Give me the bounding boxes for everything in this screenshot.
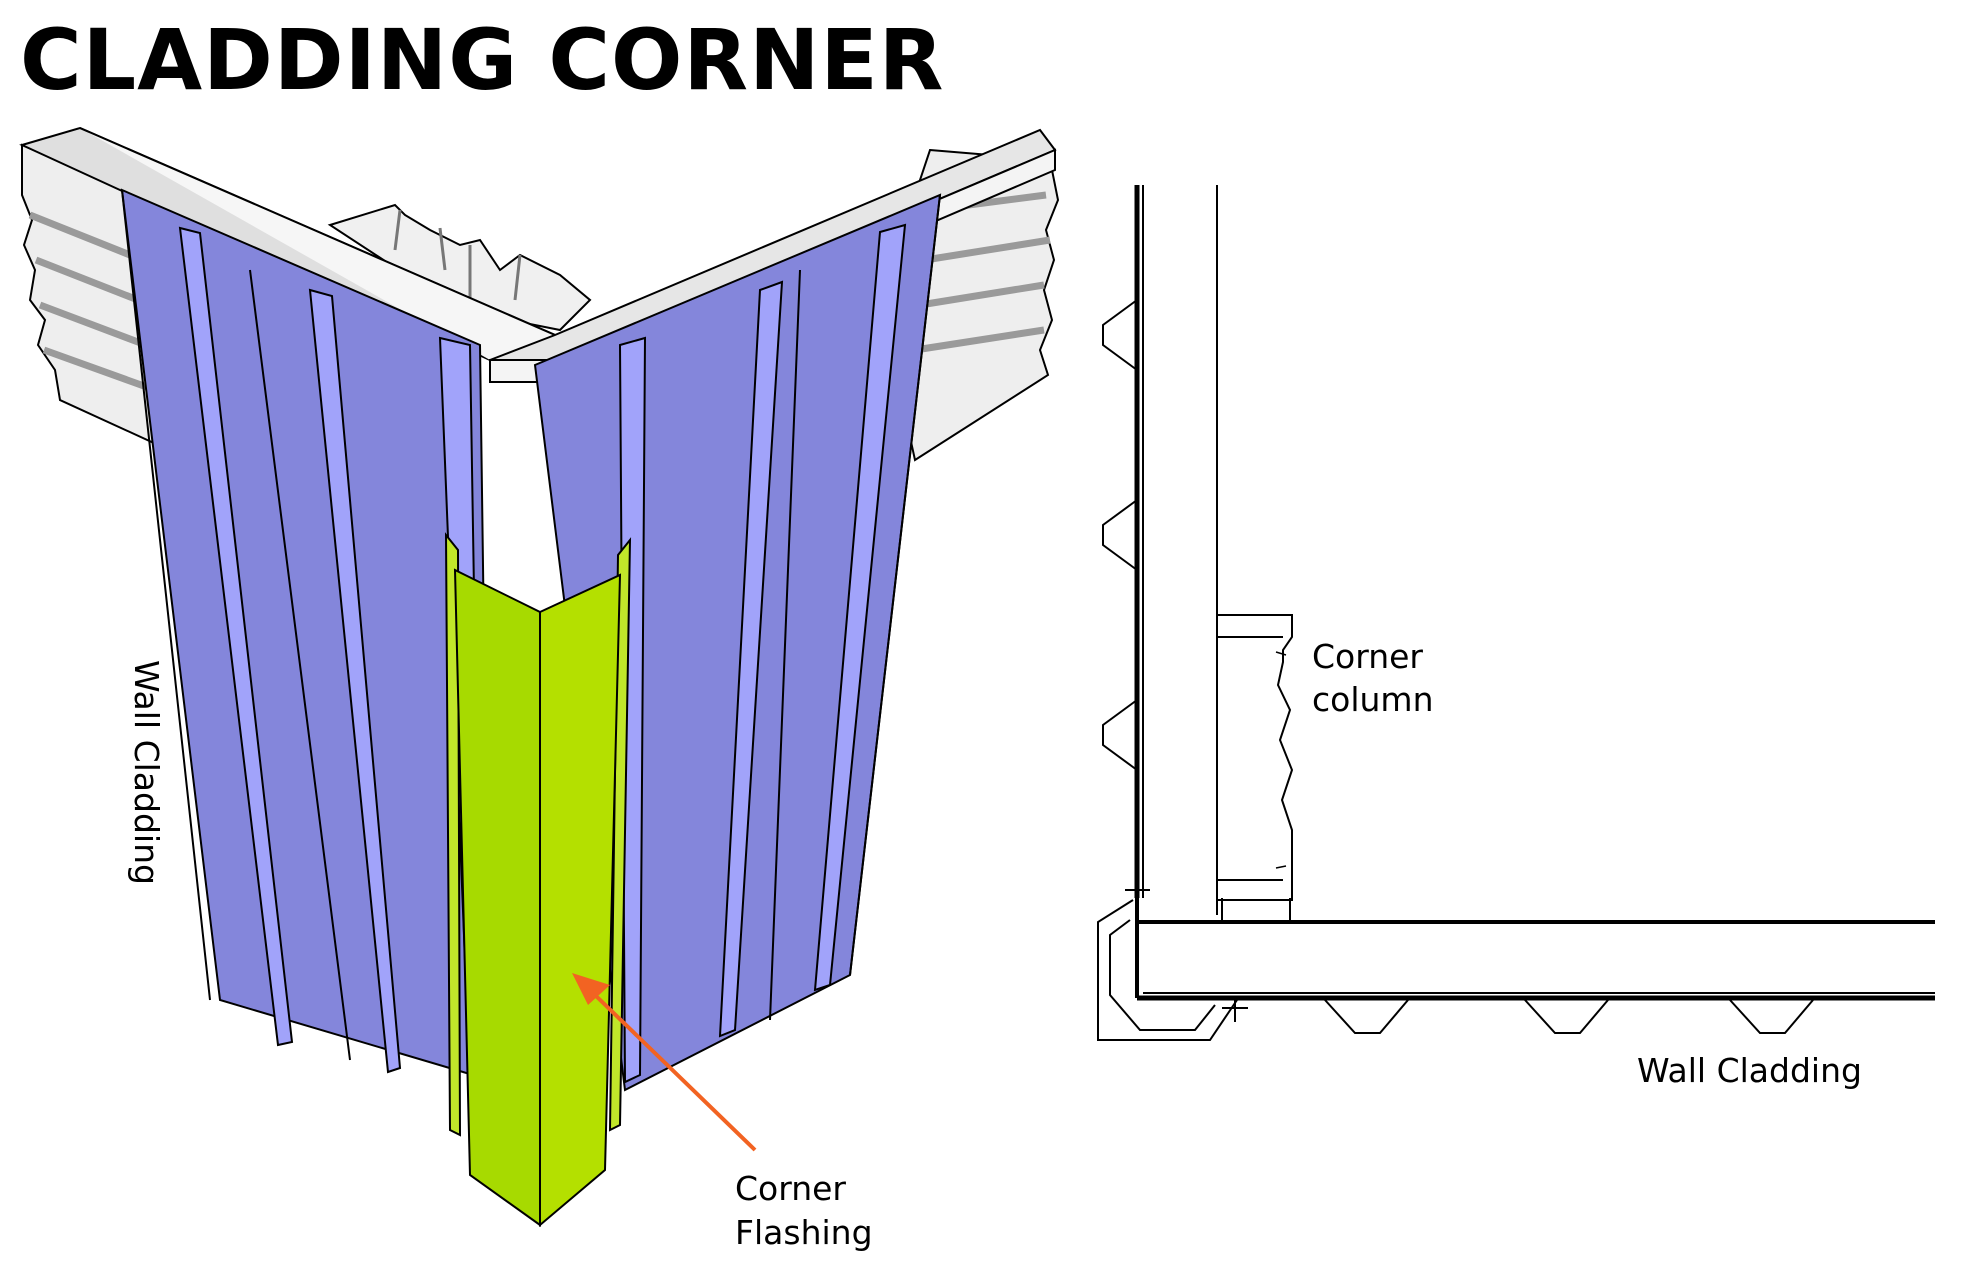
vertical-cladding-ribs — [1102, 299, 1138, 771]
flashing-right-lip — [608, 537, 632, 1132]
wall-cladding-3d-label: Wall Cladding — [127, 660, 166, 885]
corner-column-3d — [327, 203, 592, 332]
corner-flashing-label-line-2: Flashing — [735, 1213, 873, 1252]
horizontal-cladding-ribs — [1324, 999, 1814, 1034]
left-rib-2 — [308, 288, 402, 1074]
corner-flashing-label-line-1: Corner — [735, 1169, 846, 1208]
eave-frame — [19, 126, 1057, 383]
right-wall-cladding-panel — [533, 193, 942, 1092]
wall-cladding-plan-label: Wall Cladding — [1637, 1051, 1862, 1090]
corner-flashing-label: Corner Flashing — [735, 1169, 873, 1252]
isometric-corner-view: Wall Cladding Corner Flashing — [19, 126, 1060, 1252]
background-girt-cladding — [21, 143, 1060, 462]
flashing-left-face — [453, 568, 541, 1227]
page-title: CLADDING CORNER — [20, 11, 945, 109]
flashing-right-face — [539, 573, 622, 1228]
flashing-left-lip — [444, 532, 462, 1137]
corner-flashing-section — [1097, 878, 1248, 1041]
flashing-pointer-arrow — [572, 973, 757, 1152]
plan-section-view: Corner column Wall Cladding — [1097, 185, 1935, 1090]
left-rib-1 — [178, 226, 294, 1047]
corner-column-label-line-2: column — [1312, 680, 1433, 719]
corner-column-section — [1217, 614, 1294, 922]
corner-column-label: Corner column — [1312, 637, 1434, 719]
right-rib-2 — [718, 280, 784, 1038]
corner-flashing-3d — [444, 532, 632, 1228]
right-rib-1 — [813, 223, 907, 992]
corner-column-label-line-1: Corner — [1312, 637, 1423, 676]
